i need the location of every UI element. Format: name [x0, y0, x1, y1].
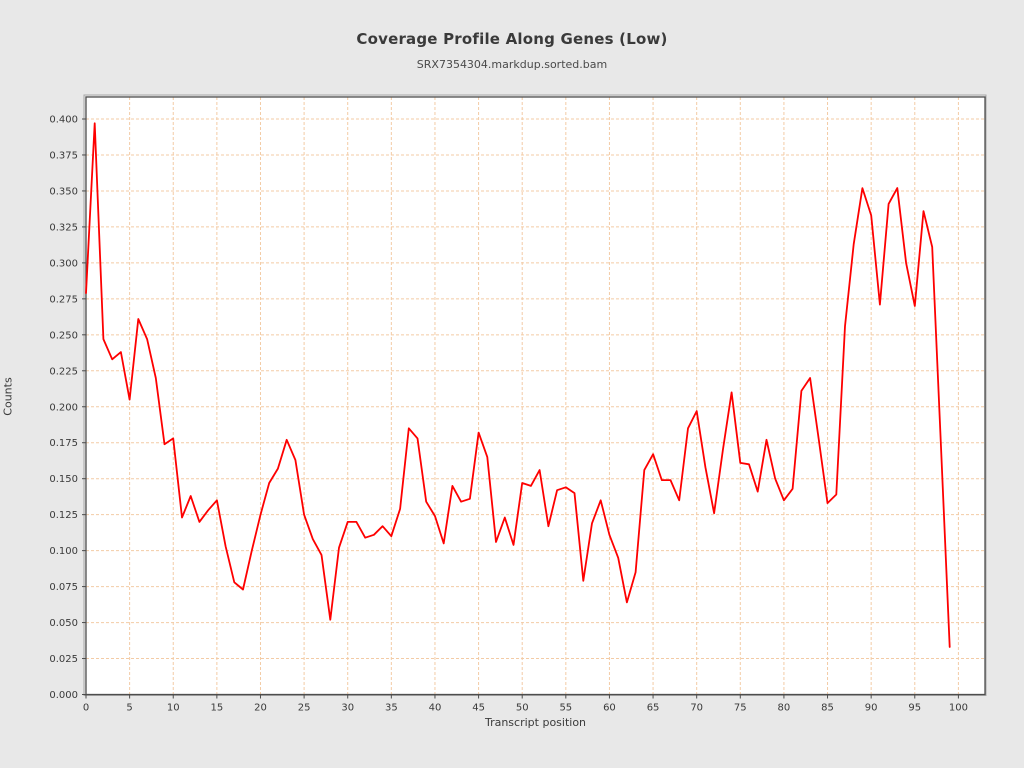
x-tick-label: 25 [298, 703, 311, 714]
y-tick-label: 0.375 [49, 150, 78, 161]
y-tick-label: 0.350 [49, 186, 78, 197]
x-tick-label: 45 [472, 703, 485, 714]
plot-area [86, 97, 985, 695]
y-tick-label: 0.075 [49, 582, 78, 593]
coverage-line [85, 122, 951, 648]
x-tick-label: 10 [167, 703, 180, 714]
y-tick-label: 0.400 [49, 115, 78, 126]
y-tick-label: 0.125 [49, 510, 78, 521]
x-tick-label: 30 [341, 703, 354, 714]
x-tick-label: 95 [908, 703, 921, 714]
y-axis-label: Counts [1, 377, 15, 416]
x-tick-label: 85 [821, 703, 834, 714]
x-tick-label: 20 [254, 703, 267, 714]
x-tick-label: 90 [865, 703, 878, 714]
x-tick-label: 40 [429, 703, 442, 714]
x-tick-label: 5 [126, 703, 132, 714]
x-tick-label: 65 [647, 703, 660, 714]
plot-frame-bevel [83, 94, 987, 696]
y-tick-label: 0.025 [49, 654, 78, 665]
x-axis-label: Transcript position [484, 716, 587, 729]
chart-title: Coverage Profile Along Genes (Low) [356, 30, 668, 48]
x-tick-label: 55 [559, 703, 572, 714]
x-tick-label: 70 [690, 703, 703, 714]
y-tick-label: 0.150 [49, 474, 78, 485]
y-tick-label: 0.200 [49, 402, 78, 413]
chart-subtitle: SRX7354304.markdup.sorted.bam [416, 58, 608, 71]
y-tick-label: 0.325 [49, 222, 78, 233]
x-tick-label: 50 [516, 703, 529, 714]
y-tick-label: 0.225 [49, 366, 78, 377]
x-tick-label: 15 [210, 703, 223, 714]
x-tick-label: 0 [83, 703, 89, 714]
x-tick-label: 100 [949, 703, 968, 714]
y-tick-label: 0.050 [49, 618, 78, 629]
y-tick-label: 0.000 [49, 690, 78, 701]
x-tick-label: 35 [385, 703, 398, 714]
x-tick-label: 75 [734, 703, 747, 714]
plot-frame [85, 96, 986, 696]
y-tick-label: 0.300 [49, 258, 78, 269]
x-tick-label: 60 [603, 703, 616, 714]
y-tick-label: 0.175 [49, 438, 78, 449]
x-tick-label: 80 [778, 703, 791, 714]
y-tick-label: 0.100 [49, 546, 78, 557]
y-tick-label: 0.275 [49, 294, 78, 305]
y-tick-label: 0.250 [49, 330, 78, 341]
